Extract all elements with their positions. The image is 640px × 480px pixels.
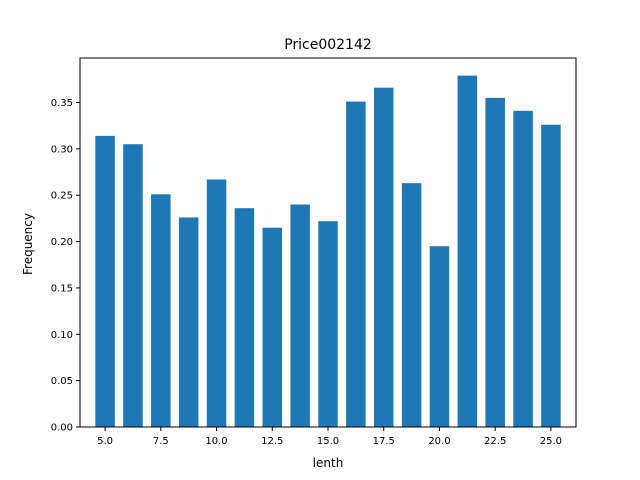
bar-1 (123, 144, 143, 427)
x-axis-label: lenth (313, 456, 344, 470)
bar-16 (541, 124, 561, 427)
x-tick-label-8: 25.0 (540, 436, 562, 447)
bar-12 (429, 246, 450, 427)
x-tick-label-1: 7.5 (153, 436, 169, 447)
y-tick-label-0: 0.00 (51, 423, 73, 434)
y-tick-label-4: 0.20 (51, 237, 73, 248)
x-tick-label-4: 15.0 (317, 436, 339, 447)
bar-10 (373, 87, 394, 428)
y-axis-label: Frequency (21, 213, 35, 275)
bar-5 (234, 208, 255, 427)
bar-7 (290, 204, 310, 427)
bar-15 (513, 110, 533, 427)
bar-13 (457, 75, 478, 428)
bar-3 (178, 217, 199, 427)
chart-title: Price002142 (284, 37, 372, 53)
x-tick-label-0: 5.0 (97, 436, 113, 447)
bar-8 (318, 221, 338, 427)
bars-layer (95, 75, 561, 428)
y-tick-label-5: 0.25 (51, 191, 73, 202)
y-axis-ticks: 0.00 0.05 0.10 0.15 0.20 0.25 0.30 0.35 (51, 98, 80, 434)
x-tick-label-6: 20.0 (428, 436, 450, 447)
x-axis-ticks: 5.0 7.5 10.0 12.5 15.0 17.5 20.0 22.5 25.0 (97, 427, 562, 447)
bar-2 (151, 194, 171, 427)
x-tick-label-2: 10.0 (205, 436, 227, 447)
bar-4 (206, 179, 227, 427)
x-tick-label-3: 12.5 (261, 436, 283, 447)
x-tick-label-7: 22.5 (484, 436, 506, 447)
y-tick-label-1: 0.05 (51, 376, 73, 387)
bar-14 (485, 97, 505, 428)
y-tick-label-6: 0.30 (51, 144, 73, 155)
bar-11 (401, 183, 422, 427)
x-tick-label-5: 17.5 (373, 436, 395, 447)
y-tick-label-3: 0.15 (51, 283, 73, 294)
bar-0 (95, 135, 115, 427)
y-tick-label-7: 0.35 (51, 98, 73, 109)
bar-9 (346, 101, 366, 427)
y-tick-label-2: 0.10 (51, 330, 73, 341)
bar-6 (262, 227, 283, 427)
